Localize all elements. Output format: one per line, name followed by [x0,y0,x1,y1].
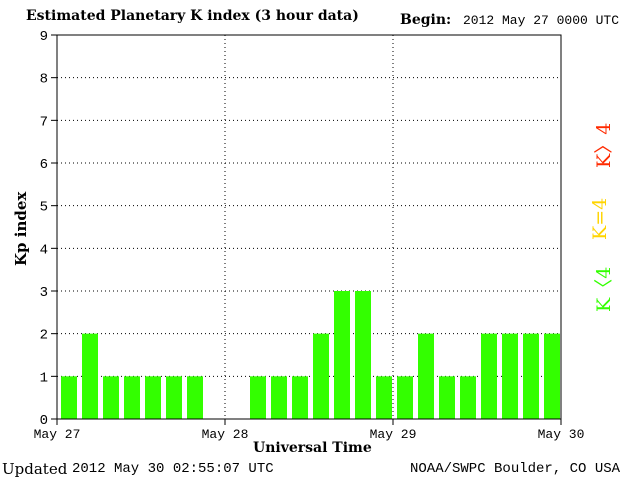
y-tick-label: 5 [40,200,48,216]
kp-bar [397,376,413,419]
kp-bar [187,376,203,419]
x-tick-label: May 29 [370,427,417,442]
y-tick-label: 2 [40,328,48,344]
kp-bar [250,376,266,419]
kp-bar [418,333,434,419]
legend-k-equal-4: K=4 [589,197,611,240]
kp-bar [82,333,98,419]
kp-bar [544,333,560,419]
legend-k-below-4: K〈4 [593,266,615,312]
kp-bar [523,333,539,419]
tick-marks [51,34,562,425]
kp-bar [292,376,308,419]
kp-bar [376,376,392,419]
legend-k-above-4: K〉4 [593,122,615,168]
updated-value: 2012 May 30 02:55:07 UTC [72,461,274,477]
y-tick-label: 8 [40,72,48,88]
x-tick-label: May 27 [34,427,81,442]
y-tick-label: 3 [40,285,48,301]
y-tick-label: 9 [40,29,48,45]
y-tick-label: 7 [40,114,48,130]
begin-value: 2012 May 27 0000 UTC [463,13,620,28]
credit-text: NOAA/SWPC Boulder, CO USA [410,461,621,477]
kp-bar [124,376,140,419]
grid-lines [57,35,561,419]
y-tick-label: 0 [40,413,48,429]
x-tick-label: May 30 [538,427,585,442]
y-tick-label: 6 [40,157,48,173]
kp-bar [61,376,77,419]
kp-bar [313,333,329,419]
kp-bar [166,376,182,419]
y-tick-label: 4 [40,242,48,258]
kp-bar [271,376,287,419]
kp-bar [334,291,350,419]
x-axis-label: Universal Time [253,440,372,456]
begin-label: Begin: [400,12,452,28]
updated-label: Updated [2,460,68,478]
kp-bar [103,376,119,419]
x-tick-labels: May 27 May 28 May 29 May 30 [34,427,585,442]
kp-bar [439,376,455,419]
kp-bar [460,376,476,419]
kp-bar [481,333,497,419]
chart-title: Estimated Planetary K index (3 hour data… [26,8,359,24]
y-tick-label: 1 [40,370,48,386]
plot-frame [56,34,562,420]
kp-bar [502,333,518,419]
y-tick-labels: 0 1 2 3 4 5 6 7 8 9 [40,29,48,429]
y-axis-label: Kp index [12,191,30,266]
x-tick-label: May 28 [202,427,249,442]
kp-bar [145,376,161,419]
kp-bar [355,291,371,419]
bars [61,291,560,419]
